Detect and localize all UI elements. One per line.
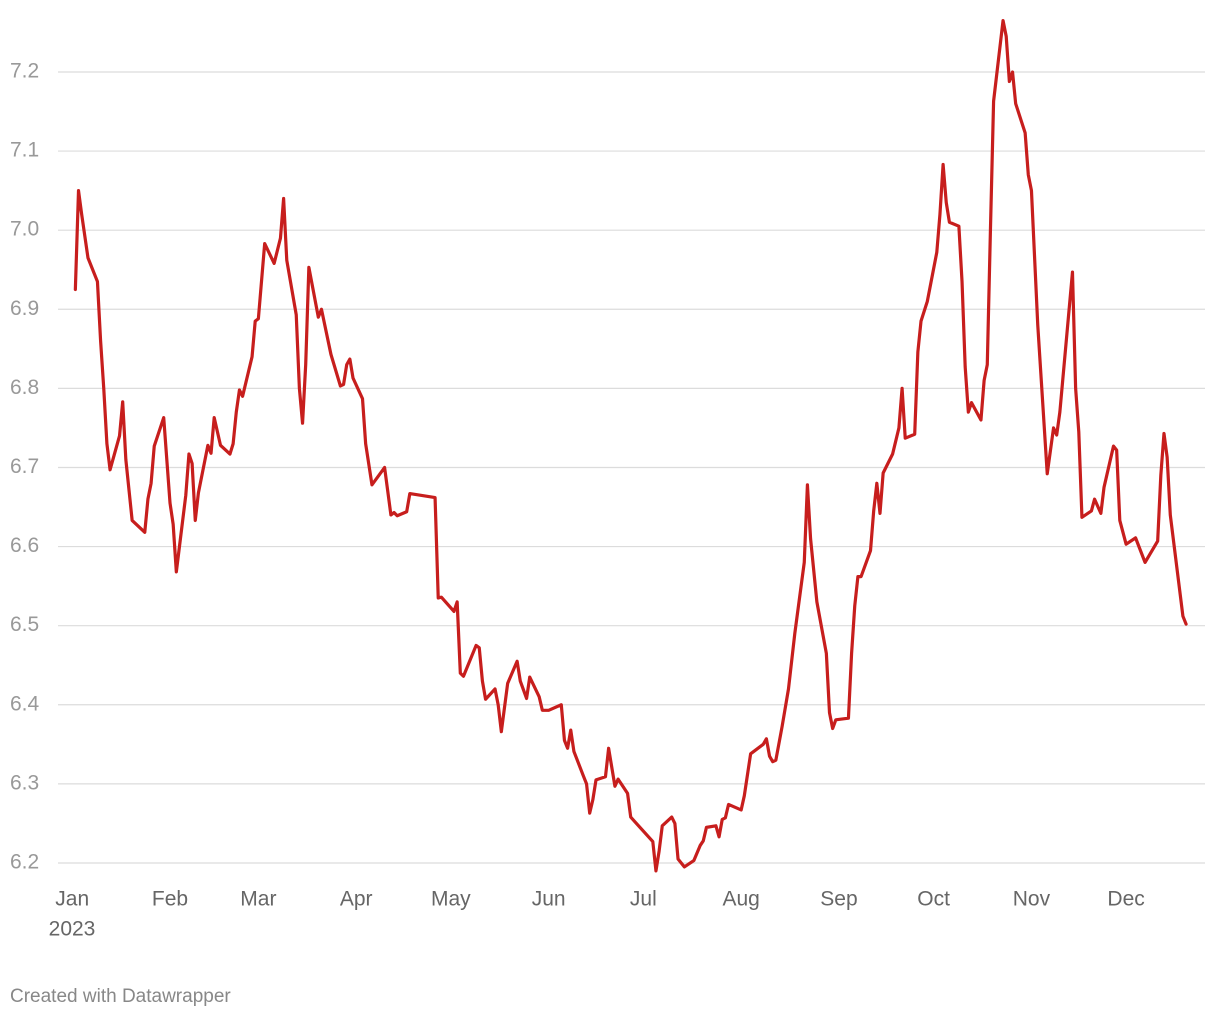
x-tick-label: Aug	[722, 888, 759, 911]
y-tick-label: 6.3	[10, 771, 39, 794]
x-tick-label: May	[431, 888, 471, 911]
x-tick-label: Apr	[340, 888, 373, 911]
data-line	[73, 18, 1188, 873]
x-tick-label: Nov	[1013, 888, 1051, 911]
x-tick-label: Jul	[630, 888, 657, 911]
year-label: 2023	[49, 918, 96, 941]
y-tick-label: 6.9	[10, 297, 39, 320]
y-tick-label: 6.2	[10, 851, 39, 874]
footer: Created with Datawrapper	[10, 986, 231, 1007]
y-tick-label: 6.7	[10, 455, 39, 478]
y-tick-label: 6.4	[10, 692, 40, 715]
x-tick-label: Jan	[55, 888, 89, 911]
y-tick-label: 6.8	[10, 376, 39, 399]
x-tick-label: Sep	[820, 888, 857, 911]
y-tick-label: 7.0	[10, 218, 39, 241]
x-tick-label: Mar	[240, 888, 276, 911]
x-tick-label: Jun	[532, 888, 566, 911]
x-tick-label: Feb	[152, 888, 188, 911]
y-tick-label: 6.5	[10, 613, 39, 636]
y-tick-label: 7.2	[10, 60, 39, 83]
y-tick-label: 7.1	[10, 139, 39, 162]
x-tick-label: Dec	[1107, 888, 1144, 911]
x-tick-label: Oct	[917, 888, 950, 911]
y-tick-label: 6.6	[10, 534, 39, 557]
